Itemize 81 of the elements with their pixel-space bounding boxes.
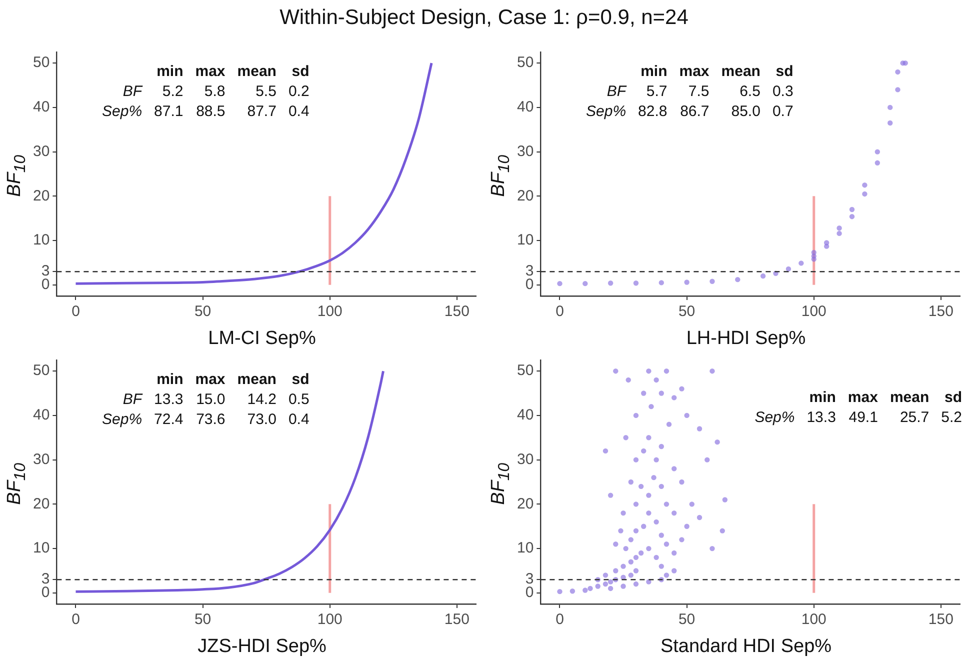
point (824, 240, 830, 246)
x-axis-title: LM-CI Sep% (207, 328, 317, 350)
point (895, 87, 900, 92)
point (862, 182, 868, 188)
x-tick-label: 0 (556, 611, 564, 628)
point (836, 230, 842, 236)
x-tick-label: 50 (194, 303, 212, 320)
annotation: min max mean sd (156, 62, 310, 82)
y-tick-label: 30 (516, 142, 534, 160)
x-tick-label: 0 (72, 611, 80, 628)
y-tick-label: 20 (516, 187, 534, 204)
y-tick-label: 30 (32, 450, 50, 468)
y-tick-label: 10 (516, 232, 534, 249)
point (760, 273, 766, 279)
text: BF 5.2 5.8 5.5 0.2 (122, 83, 310, 100)
y-tick-label: 20 (32, 187, 50, 204)
y-tick-label: 40 (32, 98, 50, 116)
point (874, 160, 880, 166)
point (849, 214, 855, 220)
y-tick-label: 10 (32, 232, 50, 249)
point (658, 280, 664, 286)
x-tick-label: 0 (72, 303, 80, 320)
y-tick-label: 50 (32, 54, 50, 72)
text: BF 13.3 15.0 14.2 0.5 (122, 391, 310, 408)
x-tick-label: 0 (556, 303, 564, 320)
y-tick-label: 50 (516, 362, 534, 380)
x-tick-label: 50 (194, 611, 212, 628)
text: Sep% 13.3 49.1 25.7 5.2 (754, 409, 962, 426)
point (608, 280, 614, 286)
point (902, 60, 908, 66)
point (735, 276, 740, 282)
y-tick-label: 10 (516, 540, 534, 557)
x-tick-label: 150 (928, 611, 954, 628)
annotation: min max mean sd (156, 370, 310, 390)
point (633, 280, 639, 286)
point (836, 226, 842, 231)
point (798, 260, 804, 266)
y-tick-label: 40 (516, 98, 534, 116)
text: Sep% 72.4 73.6 73.0 0.4 (102, 411, 310, 428)
x-axis-title: Standard HDI Sep% (659, 636, 833, 658)
x-axis-title: LH-HDI Sep% (685, 328, 807, 350)
y-tick-label: 20 (516, 495, 534, 512)
x-tick-label: 100 (801, 611, 826, 628)
y-tick-label: 50 (516, 54, 534, 72)
y-tick-label: 20 (32, 495, 50, 512)
y-tick-label: 30 (32, 142, 50, 160)
line-series (74, 370, 384, 593)
point (888, 120, 893, 126)
point (895, 69, 900, 75)
annotation: min max mean sd (808, 388, 963, 408)
point (786, 266, 792, 272)
point (684, 280, 690, 285)
y-tick-label: 10 (32, 540, 50, 557)
text: Sep% 82.8 86.7 85.0 0.7 (586, 103, 794, 120)
point (582, 280, 588, 286)
point (811, 250, 816, 256)
chart-title: Within-Subject Design, Case 1: ρ=0.9, n=24 (278, 6, 690, 30)
x-axis-title: JZS-HDI Sep% (196, 636, 328, 658)
x-tick-label: 100 (317, 303, 342, 320)
y-tick-label: 30 (516, 450, 534, 468)
point (874, 149, 880, 154)
x-tick-label: 150 (444, 303, 470, 320)
point (557, 280, 562, 286)
point (849, 206, 855, 212)
point (811, 256, 816, 262)
y-tick-label: 40 (32, 406, 50, 424)
y-tick-label: 40 (516, 406, 534, 424)
text: BF 5.7 7.5 6.5 0.3 (606, 83, 794, 100)
point (862, 191, 868, 197)
line-series (74, 62, 433, 285)
point (888, 104, 893, 110)
x-tick-label: 150 (928, 303, 954, 320)
x-tick-label: 50 (678, 303, 696, 320)
x-tick-label: 100 (801, 303, 826, 320)
point (710, 278, 715, 284)
x-tick-label: 50 (678, 611, 696, 628)
x-tick-label: 100 (317, 611, 342, 628)
annotation: min max mean sd (640, 62, 794, 82)
x-tick-label: 150 (444, 611, 470, 628)
y-tick-label: 50 (32, 362, 50, 380)
text: Sep% 87.1 88.5 87.7 0.4 (102, 103, 310, 120)
